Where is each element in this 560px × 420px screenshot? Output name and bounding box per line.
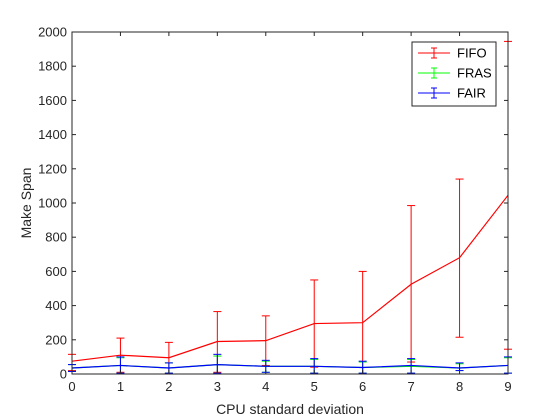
legend-symbol-fras [418, 67, 450, 79]
y-tick-label: 0 [60, 367, 67, 382]
y-tick-label: 1000 [38, 196, 67, 211]
x-tick-label: 8 [456, 379, 463, 394]
legend-label-fair: FAIR [457, 86, 486, 101]
fifo-line [71, 194, 509, 362]
x-tick-label: 6 [359, 379, 366, 394]
x-tick-label: 0 [68, 379, 75, 394]
x-tick-label: 1 [117, 379, 124, 394]
legend-label-fifo: FIFO [457, 46, 487, 61]
legend-item-fair: FAIR [418, 86, 486, 101]
legend-symbol-fair [418, 87, 450, 99]
y-tick-label: 600 [45, 264, 67, 279]
legend: FIFO FRAS FAIR [411, 41, 497, 107]
y-tick-label: 2000 [38, 25, 67, 40]
y-tick-label: 200 [45, 332, 67, 347]
x-tick-label: 3 [214, 379, 221, 394]
y-axis-label: Make Span [18, 168, 34, 239]
x-tick-label: 4 [262, 379, 269, 394]
x-tick-label: 7 [407, 379, 414, 394]
y-tick-label: 400 [45, 298, 67, 313]
x-axis-label: CPU standard deviation [216, 401, 364, 417]
legend-label-fras: FRAS [457, 66, 492, 81]
y-tick-label: 800 [45, 230, 67, 245]
axis-layer: 0 1 2 3 4 5 6 7 8 9 0 200 400 600 800 1000 1200 1400 1600 1… [38, 25, 512, 395]
fifo-error-bar [407, 205, 416, 363]
legend-symbol-fifo [418, 47, 450, 59]
x-tick-label: 9 [504, 379, 511, 394]
y-tick-label: 1800 [38, 59, 67, 74]
fifo-error-bar [455, 178, 464, 338]
x-tick-label: 2 [165, 379, 172, 394]
y-tick-label: 1200 [38, 161, 67, 176]
fras-series [68, 355, 512, 374]
fair-line [71, 363, 509, 369]
legend-item-fras: FRAS [418, 66, 492, 81]
x-tick-label: 5 [311, 379, 318, 394]
fair-series [68, 353, 512, 374]
y-tick-label: 1600 [38, 93, 67, 108]
y-tick-label: 1400 [38, 127, 67, 142]
legend-item-fifo: FIFO [418, 46, 487, 61]
